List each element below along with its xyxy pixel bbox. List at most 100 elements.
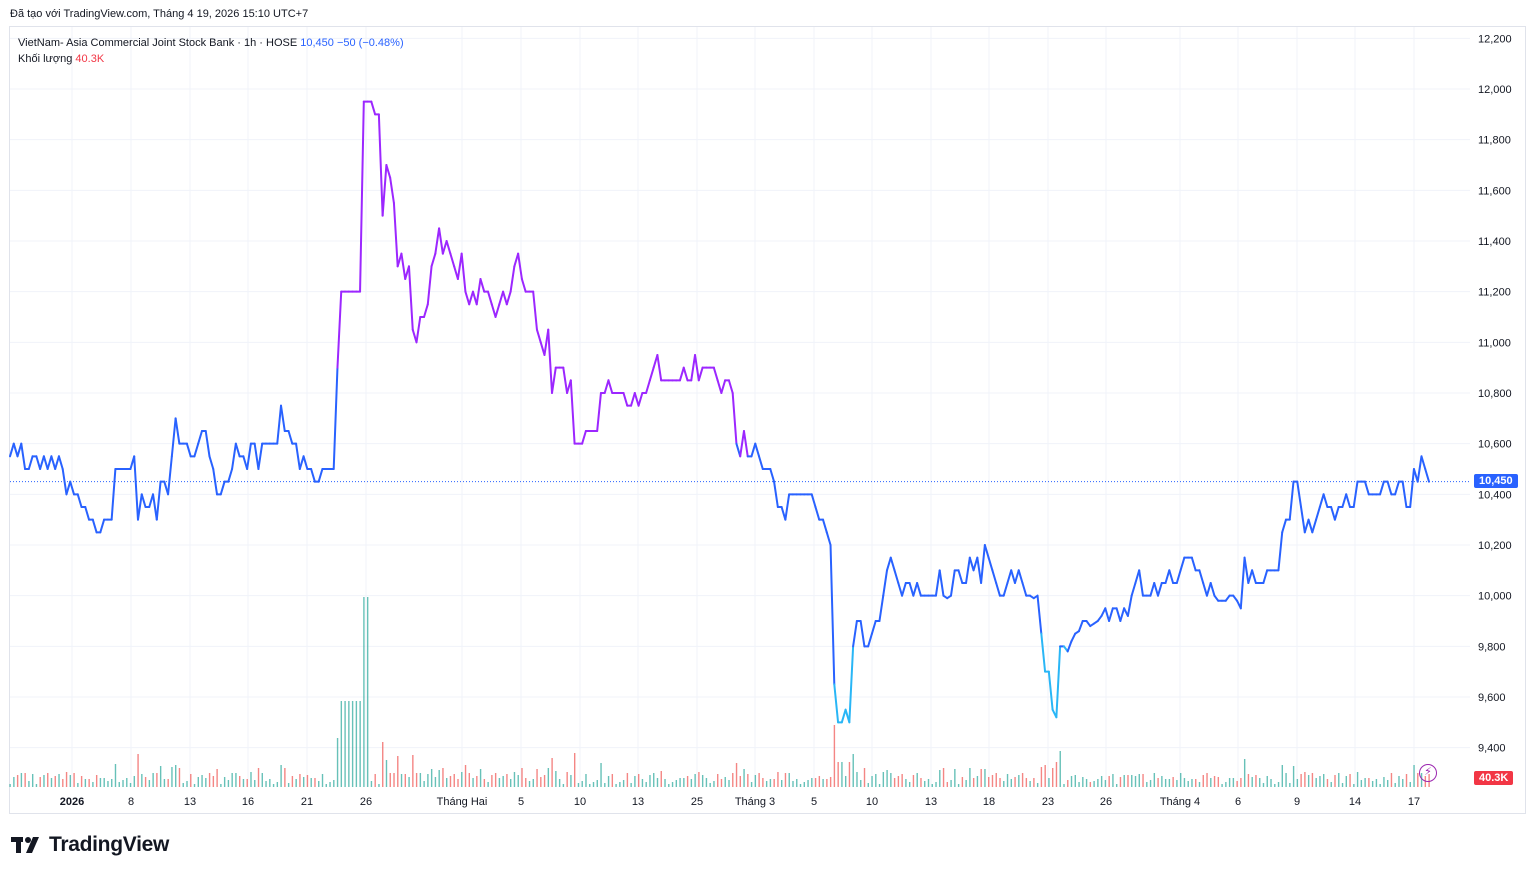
volume-bar [1161,776,1163,787]
tradingview-logo[interactable]: TradingView [11,832,169,858]
volume-bar [882,772,885,787]
volume-bar [24,773,26,787]
volume-bar [1131,775,1133,787]
volume-bar [946,782,949,787]
price-line-segment [848,645,855,724]
legend-symbol[interactable]: VietNam- Asia Commercial Joint Stock Ban… [18,37,298,49]
lightning-icon[interactable]: ⚡ [1419,764,1437,782]
price-line-segment [20,442,27,470]
volume-bar [720,779,723,787]
price-line-segment [980,544,986,584]
price-line-segment [727,379,734,394]
volume-bar [788,773,790,787]
volume-bar [596,780,598,787]
volume-bar [1164,779,1167,787]
price-line-segment [1085,620,1092,628]
price-line-segment [833,683,840,724]
price-line-segment [1198,569,1205,584]
price-line-segment [825,531,832,546]
volume-bar [250,772,252,787]
volume-bar [916,773,918,787]
price-line-segment [897,582,904,597]
x-tick-label: 13 [925,796,937,808]
price-line-segment [389,176,395,204]
volume-bar [969,768,971,787]
volume-bar [811,778,813,787]
price-line-segment [938,569,945,597]
price-line-segment [769,468,776,483]
volume-bar [532,779,534,787]
volume-bar [762,778,764,787]
x-tick-label: 5 [518,796,524,808]
volume-bar [1383,777,1385,787]
volume-bar [570,775,572,787]
volume-bar [1082,777,1084,787]
volume-bar [844,776,847,787]
volume-bar [220,784,222,787]
volume-bar [487,782,489,787]
price-line-segment [133,455,139,521]
price-line-segment [1311,518,1318,534]
volume-bar [366,597,369,787]
volume-bar [1063,784,1065,787]
volume-bar [649,775,651,787]
price-line-segment [562,366,569,394]
volume-bar [114,764,117,787]
price-line-segment [581,430,587,445]
price-line-segment [678,366,685,382]
volume-bar [1364,778,1366,787]
volume-bar [1149,780,1152,787]
volume-bar [235,773,237,787]
chart-caption: Đã tạo với TradingView.com, Tháng 4 19, … [10,8,309,20]
volume-bar [1134,776,1137,787]
price-line [9,100,1430,724]
price-line-segment [9,442,15,458]
price-line-segment [1296,480,1303,508]
volume-bar [1172,777,1174,787]
price-line-segment [991,569,998,584]
volume-bar [95,775,98,787]
volume-bar [1146,782,1148,787]
volume-bar [573,753,576,787]
price-line-segment [1330,506,1336,521]
volume-bar [491,775,493,787]
volume-bar [502,776,504,787]
volume-bar [897,776,900,787]
price-line-segment [464,290,471,306]
price-line-segment [430,252,437,268]
volume-bar [1127,775,1129,787]
volume-bar [370,781,373,787]
price-line-segment [498,290,505,306]
price-line-segment [1303,518,1310,534]
price-line-segment [1364,480,1370,496]
price-line-segment [370,100,377,116]
volume-bar [660,771,662,787]
price-line-segment [12,442,19,458]
price-line-segment [773,480,779,508]
volume-bar [419,773,422,787]
volume-bar [464,765,467,787]
y-tick-label: 9,600 [1478,692,1506,704]
volume-bar [1059,751,1061,787]
volume-bar [1097,779,1099,787]
volume-bar [254,780,256,787]
volume-bar [777,772,779,787]
price-line-segment [1070,632,1077,643]
x-tick-label: Tháng 4 [1160,796,1200,808]
volume-bar [182,783,184,787]
volume-bar [272,784,275,787]
volume-bar [1206,773,1208,787]
price-line-segment [532,290,538,331]
price-line-segment [517,252,523,280]
legend-volume-label[interactable]: Khối lượng [18,53,73,65]
volume-bar [1168,779,1171,787]
volume-bar [385,760,388,787]
price-line-segment [204,430,211,458]
price-line-segment [885,556,892,572]
volume-bar [935,782,937,787]
volume-bar [246,779,248,787]
price-line-segment [983,544,990,559]
volume-bar [1221,784,1223,787]
price-line-segment [231,442,237,470]
